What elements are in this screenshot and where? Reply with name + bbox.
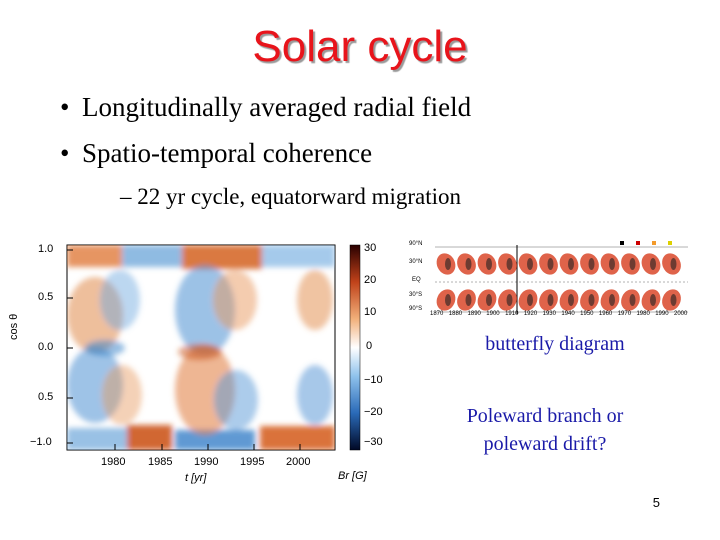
- butterfly-ytick: 90°S: [409, 306, 423, 312]
- butterfly-xtick: 2000: [674, 311, 688, 317]
- ytick-label: 0.5: [38, 291, 54, 303]
- page-number: 5: [652, 495, 660, 510]
- butterfly-wing-core: [527, 294, 533, 306]
- butterfly-wing-core: [650, 258, 656, 270]
- butterfly-wing-core: [650, 294, 656, 306]
- butterfly-wing-core: [465, 294, 472, 306]
- xtick-label: 1995: [240, 456, 265, 468]
- bullet-2-text: Spatio-temporal coherence: [82, 138, 373, 168]
- question-line-1: Poleward branch or: [466, 405, 624, 427]
- butterfly-wing-core: [465, 258, 472, 270]
- y-axis-label: cos θ: [8, 313, 20, 340]
- x-axis-label: t [yr]: [185, 472, 207, 484]
- colorbar-tick: 10: [364, 306, 377, 318]
- butterfly-wing-core: [445, 258, 451, 270]
- butterfly-wing-core: [629, 294, 636, 306]
- butterfly-wing-core: [486, 294, 492, 306]
- butterfly-wing-core: [609, 294, 615, 306]
- left-plot-xticks: [114, 444, 301, 450]
- butterfly-wing-core: [547, 294, 554, 306]
- colorbar-tick: −10: [364, 374, 383, 386]
- butterfly-wing-core: [506, 258, 513, 270]
- butterfly-ytick: 90°N: [409, 241, 423, 247]
- colorbar-tick: 0: [366, 340, 373, 352]
- butterfly-xtick: 1940: [561, 311, 575, 317]
- bullet-1: • Longitudinally averaged radial field: [60, 92, 471, 123]
- butterfly-wing-core: [506, 294, 513, 306]
- xtick-label: 1985: [148, 456, 173, 468]
- ytick-label: 0.0: [38, 341, 54, 353]
- butterfly-ytick: 30°S: [409, 292, 423, 298]
- butterfly-ytick: EQ: [412, 277, 421, 283]
- butterfly-ytick: 30°N: [409, 259, 423, 265]
- butterfly-xtick: 1920: [523, 311, 538, 317]
- colorbar: [349, 244, 361, 451]
- butterfly-xtick: 1930: [542, 311, 556, 317]
- bullet-1-text: Longitudinally averaged radial field: [82, 92, 472, 122]
- butterfly-wing-core: [486, 258, 492, 270]
- butterfly-xtick: 1870: [430, 311, 444, 317]
- colorbar-tick: −30: [364, 436, 383, 448]
- xtick-label: 2000: [286, 456, 311, 468]
- butterfly-xticks: 1870 1880 1890 1900 1910 1920 1930 1940 1950 1960…: [430, 311, 688, 321]
- butterfly-legend: [620, 241, 672, 245]
- butterfly-diagram: [405, 240, 688, 318]
- butterfly-wing-core: [588, 258, 595, 270]
- bullet-dot: •: [60, 92, 70, 122]
- butterfly-wing-core: [609, 258, 615, 270]
- colorbar-label: Br [G]: [338, 470, 367, 482]
- bullet-dot: •: [60, 138, 70, 168]
- sub-bullet: – 22 yr cycle, equatorward migration: [120, 184, 462, 209]
- xtick-label: 1980: [101, 456, 126, 468]
- butterfly-wing-core: [588, 294, 595, 306]
- colorbar-tick: 30: [364, 242, 377, 254]
- slide-title: Solar cycle: [252, 22, 468, 71]
- butterfly-wing-core: [670, 294, 677, 306]
- butterfly-wing-core: [568, 294, 574, 306]
- butterfly-xtick: 1880: [448, 311, 463, 317]
- xtick-label: 1990: [194, 456, 219, 468]
- field-pattern: [67, 245, 335, 450]
- left-plot-yticks: [67, 249, 73, 444]
- ytick-label: 1.0: [38, 243, 54, 255]
- colorbar-tick: 20: [364, 274, 377, 286]
- butterfly-wing-core: [568, 258, 574, 270]
- butterfly-xtick: 1910: [505, 311, 519, 317]
- colorbar-tick: −20: [364, 406, 383, 418]
- question-line-2: poleward drift?: [483, 433, 607, 455]
- butterfly-xtick: 1980: [636, 311, 650, 317]
- butterfly-wing-core: [629, 258, 636, 270]
- butterfly-xtick: 1900: [486, 311, 500, 317]
- butterfly-xtick: 1960: [598, 311, 613, 317]
- ytick-label: −1.0: [30, 436, 52, 448]
- butterfly-caption: butterfly diagram: [485, 333, 625, 355]
- ytick-label: 0.5: [38, 391, 54, 403]
- butterfly-wing-core: [547, 258, 554, 270]
- butterfly-xtick: 1890: [467, 311, 481, 317]
- bullet-2: • Spatio-temporal coherence: [60, 138, 372, 169]
- butterfly-wing-core: [527, 258, 533, 270]
- butterfly-wing-core: [670, 258, 677, 270]
- butterfly-wing-core: [445, 294, 451, 306]
- butterfly-xtick: 1990: [655, 311, 669, 317]
- butterfly-xtick: 1950: [580, 311, 594, 317]
- butterfly-xtick: 1970: [617, 311, 632, 317]
